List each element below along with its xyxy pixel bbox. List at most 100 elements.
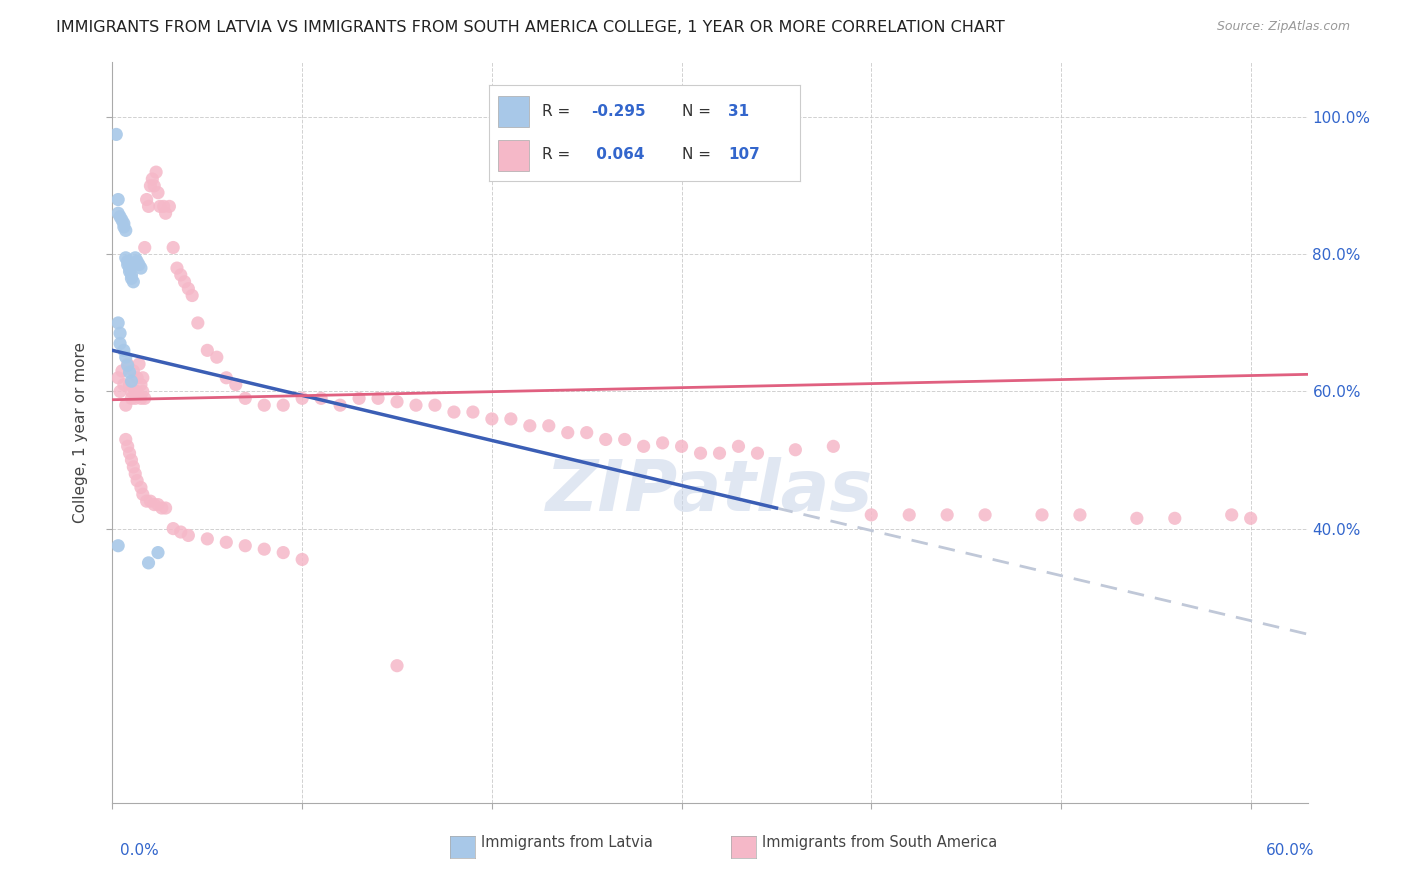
Point [747,446,769,460]
Point [112,377,135,392]
Point [128,258,150,272]
Point [132,371,155,385]
Point [1031,508,1053,522]
Point [1240,511,1263,525]
Point [122,275,145,289]
Point [107,539,129,553]
Point [118,446,141,460]
Point [936,508,959,522]
Point [155,206,177,220]
Point [118,365,141,379]
Point [385,658,408,673]
Point [112,343,135,358]
Point [225,377,247,392]
Point [146,186,169,200]
Point [107,193,129,207]
Point [129,480,152,494]
Point [127,474,149,488]
Point [129,261,152,276]
Point [309,392,332,406]
Point [124,467,146,481]
Point [108,326,131,341]
Point [107,206,129,220]
Point [405,398,427,412]
Point [898,508,921,522]
Point [170,524,193,539]
Point [727,439,749,453]
Point [150,501,173,516]
Point [122,364,145,378]
Point [423,398,446,412]
Point [1126,511,1149,525]
Point [860,508,883,522]
Point [114,350,136,364]
Point [974,508,997,522]
Point [291,552,314,566]
Point [499,412,522,426]
Point [127,371,149,385]
Point [187,316,209,330]
Point [575,425,598,440]
Point [124,392,146,406]
Point [143,498,166,512]
Point [127,384,149,399]
Point [633,439,655,453]
Point [114,251,136,265]
Point [595,433,617,447]
Point [108,384,131,399]
Point [139,178,162,193]
Point [1164,511,1187,525]
Point [132,487,155,501]
Point [155,501,177,516]
Point [651,436,673,450]
Point [134,392,156,406]
Point [105,128,128,142]
Point [138,556,160,570]
Point [146,498,169,512]
Point [823,439,845,453]
Text: IMMIGRANTS FROM LATVIA VS IMMIGRANTS FROM SOUTH AMERICA COLLEGE, 1 YEAR OR MORE : IMMIGRANTS FROM LATVIA VS IMMIGRANTS FRO… [56,20,1005,35]
Point [271,545,294,559]
Text: 60.0%: 60.0% [1267,843,1315,858]
Point [215,535,238,549]
Point [271,398,294,412]
Point [177,282,200,296]
Point [253,398,276,412]
Point [170,268,193,282]
Point [385,394,408,409]
Point [139,494,162,508]
Text: 0.0%: 0.0% [120,843,159,858]
Point [205,350,228,364]
Point [118,261,141,276]
Text: Immigrants from Latvia: Immigrants from Latvia [481,835,652,849]
Point [519,418,541,433]
Point [118,377,141,392]
Point [157,199,180,213]
Text: ZIPatlas: ZIPatlas [547,458,873,526]
Point [111,364,134,378]
Point [124,251,146,265]
Point [120,268,142,282]
Point [138,199,160,213]
Text: Source: ZipAtlas.com: Source: ZipAtlas.com [1216,20,1350,33]
Point [114,223,136,237]
Point [173,275,195,289]
Point [134,240,156,255]
Point [671,439,693,453]
Point [537,418,560,433]
Point [146,545,169,559]
Y-axis label: College, 1 year or more: College, 1 year or more [73,343,89,523]
Point [233,392,256,406]
Text: Immigrants from South America: Immigrants from South America [762,835,997,849]
Point [117,258,139,272]
Point [166,261,188,276]
Point [177,528,200,542]
Point [120,453,142,467]
Point [785,442,807,457]
Point [367,392,389,406]
Point [195,343,218,358]
Point [347,392,370,406]
Point [111,213,134,227]
Point [253,542,276,557]
Point [120,271,142,285]
